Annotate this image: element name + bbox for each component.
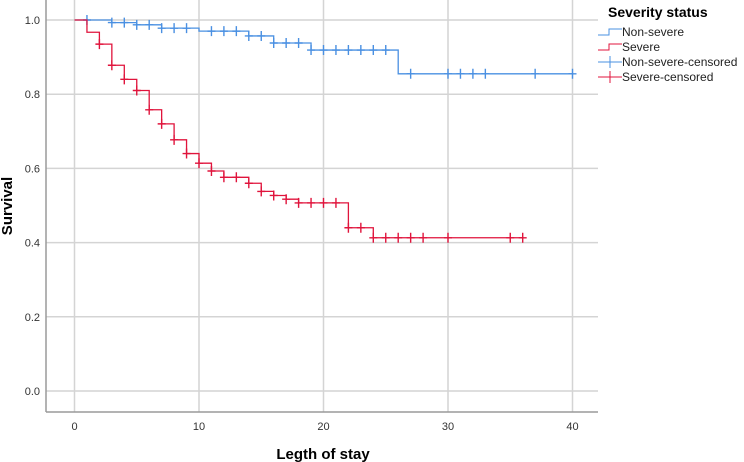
x-tick-label: 30 — [442, 421, 454, 433]
censor-marker — [294, 38, 303, 49]
step-line-icon — [598, 28, 622, 35]
censor-marker — [232, 172, 241, 183]
censor-marker — [232, 26, 241, 37]
censor-marker — [120, 74, 129, 85]
legend-label: Non-severe — [622, 24, 685, 39]
censor-marker — [294, 197, 303, 208]
censor-marker — [506, 232, 515, 243]
x-tick-label: 40 — [566, 421, 578, 433]
censor-marker — [219, 172, 228, 183]
censor-marker — [132, 85, 141, 96]
censor-marker — [157, 23, 166, 34]
y-axis-title: Survival — [0, 177, 16, 235]
x-tick-label: 0 — [71, 421, 77, 433]
censor-marker — [468, 68, 477, 79]
censor-marker — [381, 232, 390, 243]
censor-marker — [207, 165, 216, 176]
censor-marker — [356, 45, 365, 56]
legend-item-severe: Severe — [598, 39, 744, 54]
y-tick-label: 0.2 — [25, 312, 40, 324]
y-tick-label: 1.0 — [25, 15, 40, 27]
x-tick-label: 10 — [193, 421, 205, 433]
censor-marker — [219, 26, 228, 37]
censor-marker — [307, 197, 316, 208]
censor-marker — [319, 197, 328, 208]
censor-marker — [244, 178, 253, 189]
legend-label: Severe — [622, 39, 661, 54]
censor-marker — [157, 118, 166, 129]
censor-marker — [170, 134, 179, 145]
censor-marker — [95, 39, 104, 50]
censor-marker — [406, 68, 415, 79]
censor-marker — [170, 23, 179, 34]
legend: Severity status Non-severe Severe Non-se… — [598, 4, 744, 84]
grid-lines — [46, 0, 598, 412]
censor-marker — [107, 17, 116, 28]
censor-marker — [344, 222, 353, 233]
legend-label: Non-severe-censored — [622, 54, 738, 69]
censor-marker — [307, 45, 316, 56]
y-tick-label: 0.4 — [25, 238, 40, 250]
censor-marker — [257, 186, 266, 197]
censor-marker — [120, 17, 129, 28]
censor-marker — [145, 104, 154, 115]
cross-marker-icon — [598, 70, 622, 83]
censor-marker — [518, 232, 527, 243]
axes — [45, 0, 598, 413]
censor-marker — [195, 158, 203, 169]
censor-marker — [531, 68, 540, 79]
censor-marker — [132, 19, 141, 30]
series-lines — [74, 15, 577, 243]
legend-item-severe-censored: Severe-censored — [598, 69, 744, 84]
censor-marker — [406, 232, 415, 243]
y-tick-label: 0.6 — [25, 163, 40, 175]
censor-marker — [331, 45, 340, 56]
censor-marker — [369, 45, 378, 56]
y-tick-label: 0.8 — [25, 89, 40, 101]
legend-item-non-severe-censored: Non-severe-censored — [598, 54, 744, 69]
x-tick-label: 20 — [317, 421, 329, 433]
censor-marker — [319, 45, 328, 56]
censor-marker — [394, 232, 403, 243]
censor-marker — [269, 38, 278, 49]
censor-marker — [381, 45, 390, 56]
censor-marker — [182, 148, 191, 159]
censor-marker — [369, 232, 378, 243]
censor-marker — [419, 232, 428, 243]
x-axis-title: Legth of stay — [276, 446, 370, 462]
legend-title: Severity status — [608, 4, 708, 20]
censor-marker — [568, 68, 577, 79]
censor-marker — [456, 68, 465, 79]
censor-marker — [257, 30, 266, 41]
censor-marker — [269, 190, 278, 201]
censor-marker — [331, 197, 340, 208]
tick-labels: 0 10 20 30 40 0.0 0.2 0.4 0.6 0.8 1.0 — [25, 15, 579, 433]
censor-marker — [444, 232, 452, 243]
censor-marker — [444, 68, 452, 79]
censor-marker — [182, 23, 191, 34]
legend-item-non-severe: Non-severe — [598, 24, 744, 39]
censor-marker — [282, 38, 291, 49]
y-tick-label: 0.0 — [25, 386, 40, 398]
censor-marker — [481, 68, 490, 79]
censor-marker — [207, 26, 216, 37]
censor-marker — [282, 194, 291, 205]
legend-label: Severe-censored — [622, 69, 714, 84]
step-line-icon — [598, 43, 622, 50]
censor-marker — [107, 60, 116, 71]
censor-marker — [145, 19, 154, 30]
censor-marker — [344, 45, 353, 56]
censor-marker — [356, 222, 365, 233]
censor-marker — [244, 30, 253, 41]
cross-marker-icon — [598, 55, 622, 68]
